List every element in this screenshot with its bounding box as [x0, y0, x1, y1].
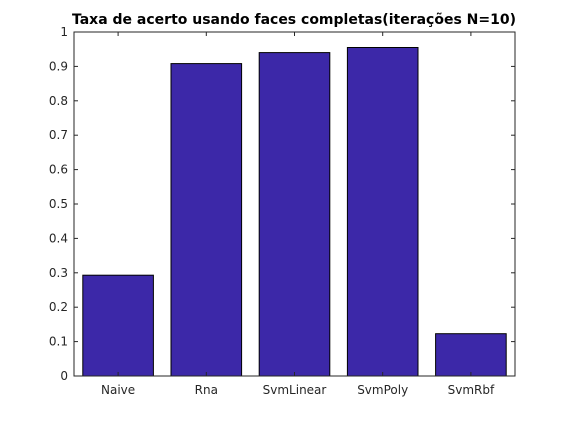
x-tick-label: Naive — [101, 383, 135, 397]
y-tick-label: 0.8 — [49, 94, 68, 108]
x-tick-label: SvmPoly — [357, 383, 408, 397]
bar-rna — [170, 63, 243, 377]
bar-svmrbf — [435, 333, 507, 377]
bar-svmlinear — [258, 52, 331, 377]
y-tick-label: 0.9 — [49, 59, 68, 73]
x-tick-label: SvmLinear — [263, 383, 327, 397]
y-tick-label: 0.4 — [49, 231, 68, 245]
chart-title: Taxa de acerto usando faces completas(it… — [72, 12, 516, 28]
y-tick-label: 0.1 — [49, 335, 68, 349]
y-tick-label: 0.5 — [49, 197, 68, 211]
bar-svmpoly — [346, 47, 419, 377]
y-tick-label: 0.7 — [49, 128, 68, 142]
x-tick-label: SvmRbf — [448, 383, 495, 397]
y-axis-ticks: 0 0.1 0.2 0.3 0.4 0.5 0.6 0.7 0.8 0.9 1 — [49, 25, 515, 383]
y-tick-label: 0.6 — [49, 163, 68, 177]
y-tick-label: 0 — [60, 369, 68, 383]
bars-group — [82, 47, 507, 377]
axes-box — [73, 31, 516, 377]
y-tick-label: 1 — [60, 25, 68, 39]
x-axis-ticks: Naive Rna SvmLinear SvmPoly SvmRbf — [101, 32, 495, 397]
bar-naive — [82, 274, 154, 377]
y-tick-label: 0.3 — [49, 266, 68, 280]
y-tick-label: 0.2 — [49, 300, 68, 314]
x-tick-label: Rna — [195, 383, 218, 397]
